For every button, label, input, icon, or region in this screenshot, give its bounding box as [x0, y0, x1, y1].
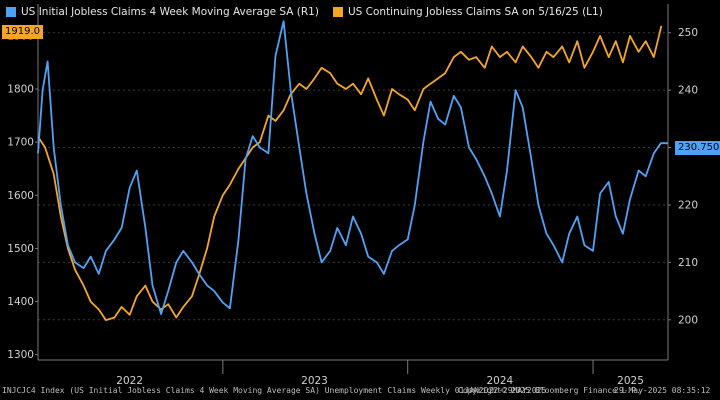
left-tick-label: 1600 — [7, 190, 34, 202]
right-tick-label: 250 — [678, 27, 698, 39]
left-tick-label: 1300 — [7, 349, 34, 361]
footer-timestamp: 29-May-2025 08:35:12 — [614, 386, 711, 395]
series-line-initial-claims — [37, 20, 668, 316]
right-last-value-tag: 230.750 — [675, 141, 720, 155]
footer-copyright: Copyright© 2025 Bloomberg Finance L.P. — [458, 386, 642, 395]
left-tick-label: 1800 — [7, 84, 34, 96]
right-tick-label: 240 — [678, 85, 698, 97]
gridlines — [38, 32, 668, 321]
right-tick-label: 200 — [678, 314, 698, 326]
x-tick-label: 2023 — [301, 375, 328, 387]
legend-label-continuing-claims: US Continuing Jobless Claims SA on 5/16/… — [347, 6, 603, 18]
legend-swatch-initial-claims — [6, 7, 16, 17]
legend-swatch-continuing-claims — [332, 7, 343, 17]
axes: 1300140015001600170018001900200210220230… — [7, 4, 698, 387]
left-tick-label: 1400 — [7, 296, 34, 308]
right-tick-label: 210 — [678, 257, 698, 269]
right-tick-label: 220 — [678, 199, 698, 211]
x-tick-label: 2022 — [116, 375, 143, 387]
x-tick-label: 2025 — [617, 375, 644, 387]
left-last-value-tag: 1919.0 — [2, 25, 43, 39]
series-lines — [37, 20, 668, 322]
left-tick-label: 1700 — [7, 137, 34, 149]
legend-item-initial-claims[interactable]: US Initial Jobless Claims 4 Week Moving … — [6, 6, 319, 18]
footer-source: INJCJC4 Index (US Initial Jobless Claims… — [2, 386, 547, 395]
x-tick-label: 2024 — [486, 375, 513, 387]
footer: INJCJC4 Index (US Initial Jobless Claims… — [0, 386, 720, 398]
legend-label-initial-claims: US Initial Jobless Claims 4 Week Moving … — [21, 6, 319, 18]
legend: US Initial Jobless Claims 4 Week Moving … — [6, 6, 603, 18]
series-line-continuing-claims — [37, 25, 663, 322]
left-tick-label: 1500 — [7, 243, 34, 255]
legend-item-continuing-claims[interactable]: US Continuing Jobless Claims SA on 5/16/… — [332, 6, 603, 18]
